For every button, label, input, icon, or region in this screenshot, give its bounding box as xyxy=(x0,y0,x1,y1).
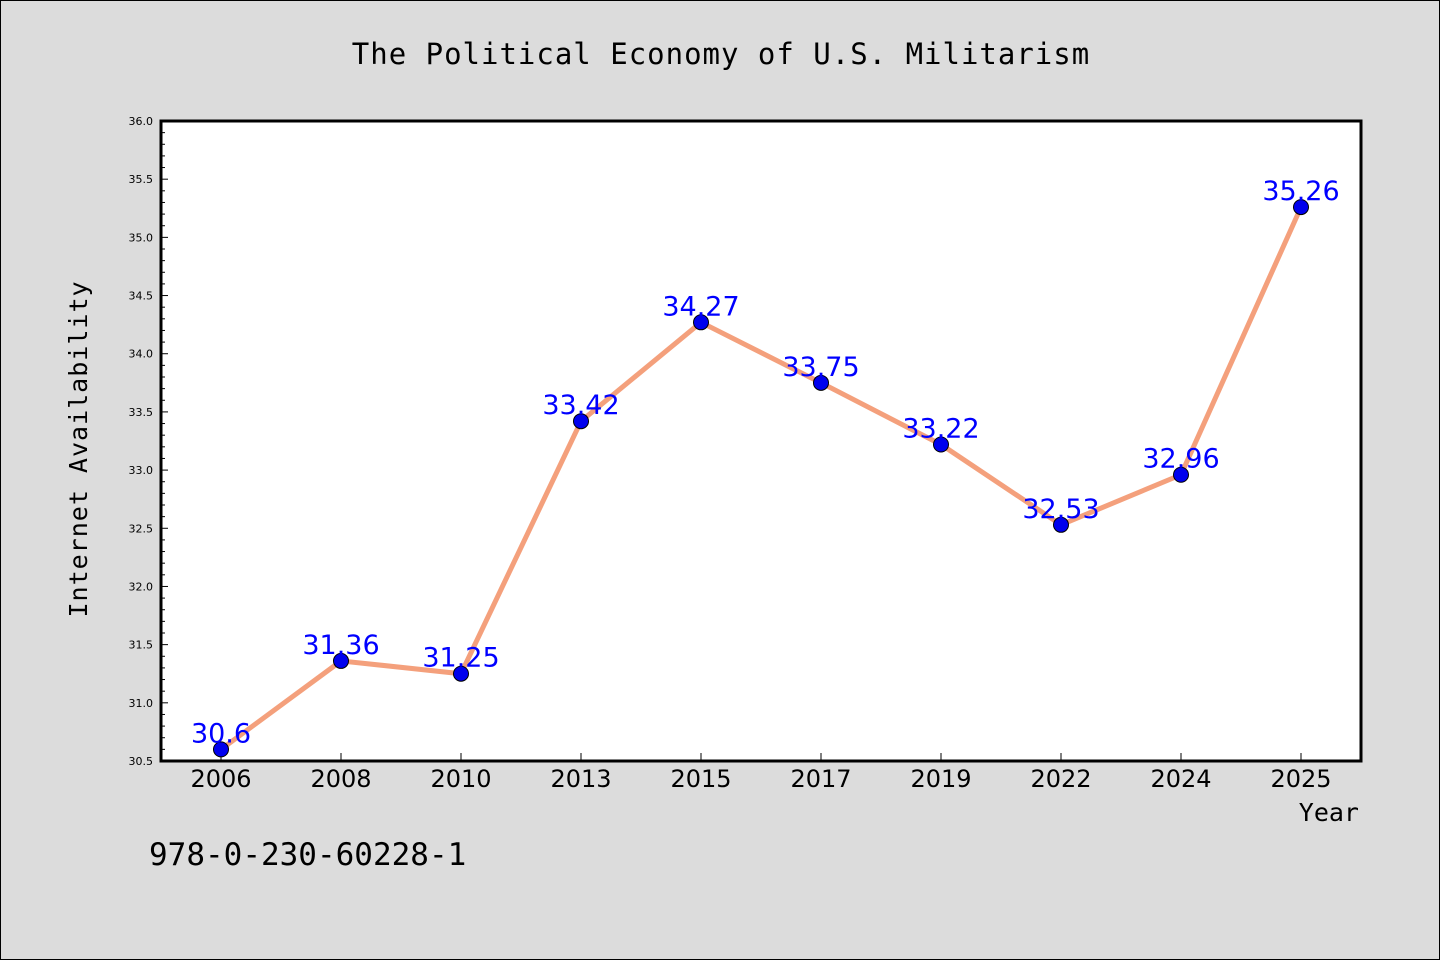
data-label: 30.6 xyxy=(191,718,251,749)
x-tick-label: 2025 xyxy=(1270,765,1331,793)
data-label: 31.36 xyxy=(302,630,379,661)
data-label: 33.75 xyxy=(782,352,859,383)
chart-title: The Political Economy of U.S. Militarism xyxy=(352,37,1090,71)
y-tick-label: 36.0 xyxy=(129,115,154,128)
data-label: 32.53 xyxy=(1022,494,1099,525)
y-tick-label: 31.5 xyxy=(129,639,154,652)
data-label: 32.96 xyxy=(1142,444,1219,475)
data-point xyxy=(453,665,469,682)
data-label: 35.26 xyxy=(1262,176,1339,207)
data-point xyxy=(933,436,949,453)
data-series: 30.6 31.36 31.25 33.42 34.27 33.75 33.22 32.53 3… xyxy=(191,176,1340,758)
y-axis: 30.5 31.0 31.5 32.0 32.5 33.0 33.5 34.0 34.5 35.0… xyxy=(129,115,168,768)
x-tick-label: 2024 xyxy=(1150,765,1211,793)
x-tick-label: 2022 xyxy=(1030,765,1091,793)
y-tick-label: 32.5 xyxy=(129,522,154,535)
y-tick-label: 32.0 xyxy=(129,580,154,593)
data-point xyxy=(1053,516,1069,533)
y-tick-label: 33.0 xyxy=(129,464,154,477)
data-label: 31.25 xyxy=(422,643,499,674)
series-line xyxy=(218,204,1304,752)
plot-area xyxy=(159,119,1363,763)
data-point xyxy=(333,652,349,669)
data-label: 33.22 xyxy=(902,413,979,444)
data-point xyxy=(573,413,589,430)
x-tick-label: 2015 xyxy=(670,765,731,793)
data-label: 33.42 xyxy=(542,390,619,421)
x-tick-label: 2017 xyxy=(790,765,851,793)
footer-code: 978-0-230-60228-1 xyxy=(149,837,466,873)
y-tick-label: 34.5 xyxy=(129,290,154,303)
x-tick-label: 2008 xyxy=(310,765,371,793)
y-tick-label: 33.5 xyxy=(129,406,154,419)
data-point xyxy=(1173,466,1189,483)
x-axis: 2006 2008 2010 2013 2015 2017 2019 2022 2024 2025 xyxy=(190,753,1332,793)
y-tick-label: 30.5 xyxy=(129,755,154,768)
y-tick-label: 35.5 xyxy=(129,173,154,186)
y-axis-label: Internet Availability xyxy=(64,280,93,617)
data-point xyxy=(213,741,229,758)
data-point xyxy=(1293,199,1309,216)
data-label: 34.27 xyxy=(662,291,739,322)
y-tick-label: 31.0 xyxy=(129,697,154,710)
data-point xyxy=(813,374,829,391)
data-point xyxy=(693,314,709,331)
x-tick-label: 2010 xyxy=(430,765,491,793)
x-tick-label: 2019 xyxy=(910,765,971,793)
x-axis-label: Year xyxy=(1299,798,1359,827)
y-tick-label: 34.0 xyxy=(129,348,154,361)
y-tick-label: 35.0 xyxy=(129,231,154,244)
x-tick-label: 2006 xyxy=(190,765,251,793)
x-tick-label: 2013 xyxy=(550,765,611,793)
